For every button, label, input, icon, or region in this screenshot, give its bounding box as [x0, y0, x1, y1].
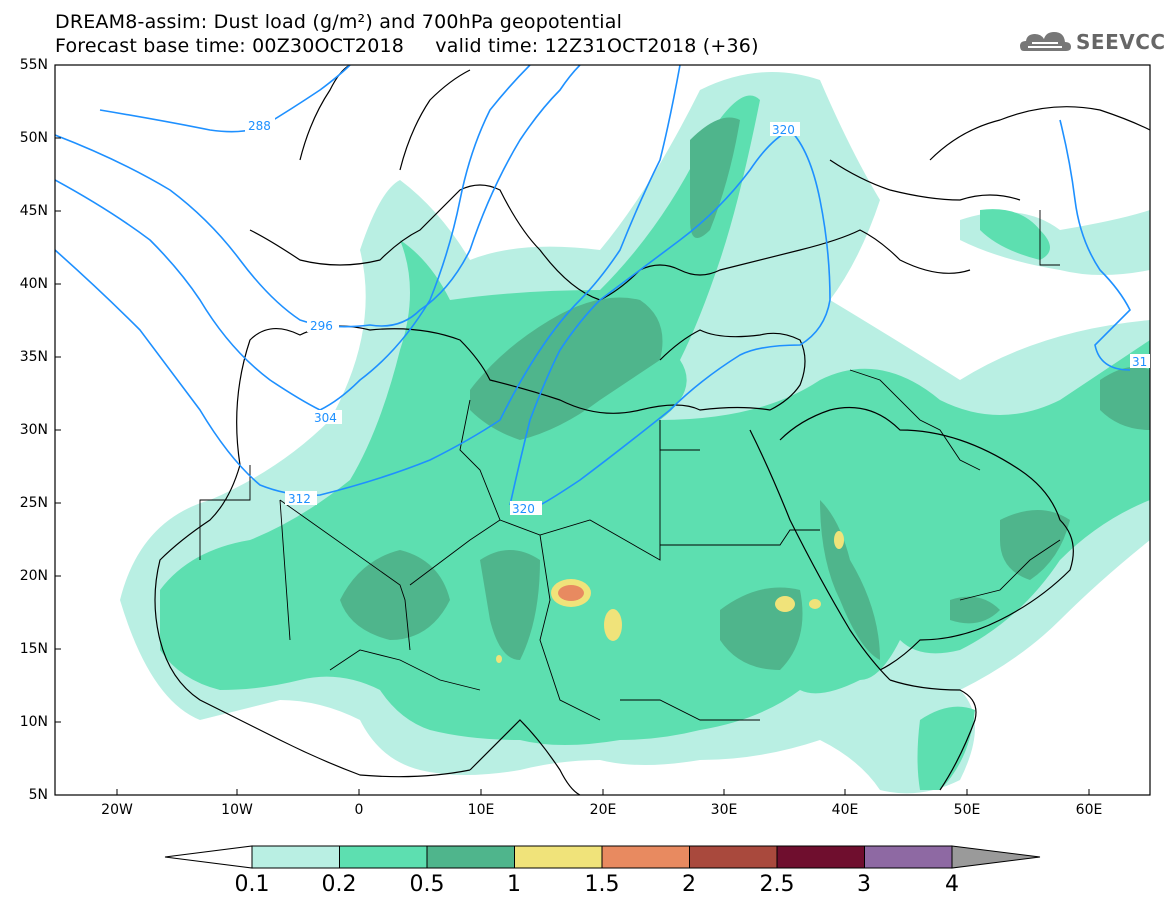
contour-label-group: 288 296 304 312 320 320 31 — [245, 118, 1150, 516]
contour-label-312: 312 — [288, 492, 311, 506]
lon-label-10w: 10W — [221, 802, 253, 818]
lon-label-40e: 40E — [831, 802, 859, 818]
lat-label-50n: 50N — [19, 130, 48, 146]
coastlines — [154, 65, 1150, 795]
colorbar-label-0.2: 0.2 — [321, 872, 357, 897]
contour-label-304: 304 — [314, 411, 337, 425]
lon-label-20e: 20E — [589, 802, 617, 818]
lon-label-50e: 50E — [953, 802, 981, 818]
lon-label-60e: 60E — [1075, 802, 1103, 818]
colorbar-label-0.1: 0.1 — [234, 872, 270, 897]
colorbar — [164, 845, 1041, 869]
logo-text: SEEVCCC — [1076, 30, 1165, 54]
lon-label-20w: 20W — [101, 802, 133, 818]
lon-ticks — [116, 789, 1090, 795]
country-borders — [199, 210, 1061, 721]
seevccc-logo: SEEVCCC — [1018, 25, 1165, 59]
chart-title: DREAM8-assim: Dust load (g/m²) and 700hP… — [55, 11, 623, 33]
lat-label-35n: 35N — [19, 349, 48, 365]
contour-label-320-south: 320 — [512, 502, 535, 516]
colorbar-label-2.5: 2.5 — [759, 872, 795, 897]
lat-label-20n: 20N — [19, 568, 48, 584]
contour-label-320-north: 320 — [772, 123, 795, 137]
lon-label-30e: 30E — [710, 802, 738, 818]
lat-label-15n: 15N — [19, 641, 48, 657]
lat-label-55n: 55N — [19, 57, 48, 73]
colorbar-label-1.5: 1.5 — [584, 872, 620, 897]
geopotential-contours — [55, 65, 1131, 506]
contour-label-296: 296 — [310, 319, 333, 333]
contour-label-31: 31 — [1132, 355, 1147, 369]
colorbar-label-3: 3 — [857, 872, 871, 897]
colorbar-label-2: 2 — [682, 872, 696, 897]
forecast-times: Forecast base time: 00Z30OCT2018 valid t… — [55, 35, 759, 57]
contour-label-288: 288 — [248, 119, 271, 133]
lat-label-25n: 25N — [19, 495, 48, 511]
lat-ticks — [55, 137, 61, 723]
colorbar-label-0.5: 0.5 — [409, 872, 445, 897]
cloud-icon — [1020, 32, 1071, 51]
lon-label-10e: 10E — [467, 802, 495, 818]
lat-label-10n: 10N — [19, 714, 48, 730]
colorbar-label-1: 1 — [507, 872, 521, 897]
colorbar-label-4: 4 — [945, 872, 959, 897]
lat-label-40n: 40N — [19, 276, 48, 292]
lat-label-45n: 45N — [19, 203, 48, 219]
dust-level-1.5-2 — [558, 585, 584, 601]
lat-label-5n: 5N — [28, 787, 48, 803]
lat-label-30n: 30N — [19, 422, 48, 438]
lon-label-0: 0 — [354, 802, 364, 818]
